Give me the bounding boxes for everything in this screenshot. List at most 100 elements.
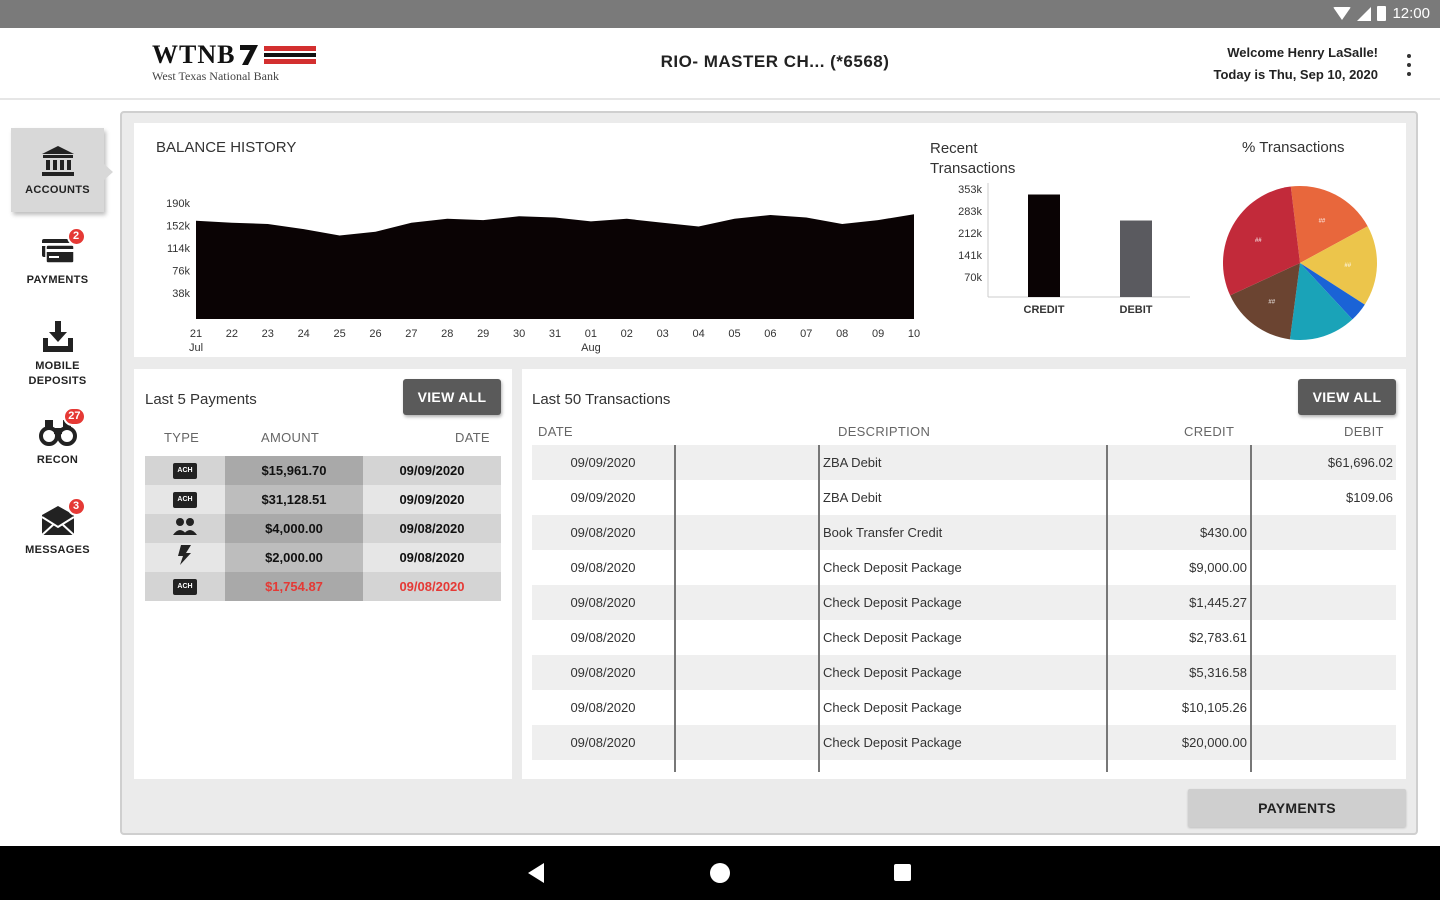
- table-row[interactable]: 09/08/2020 Check Deposit Package $9,000.…: [532, 550, 1396, 585]
- y-tick-label: 283k: [958, 206, 982, 218]
- y-tick-label: 114k: [167, 243, 191, 255]
- sidebar-item-accounts[interactable]: ACCOUNTS: [11, 128, 113, 212]
- account-selector[interactable]: RIO- MASTER CH... (*6568): [660, 52, 890, 71]
- welcome-block: Welcome Henry LaSalle! Today is Thu, Sep…: [1214, 42, 1379, 86]
- balance-history-title: BALANCE HISTORY: [156, 139, 297, 156]
- tx-date: 09/09/2020: [532, 480, 676, 515]
- table-row[interactable]: 09/08/2020 Book Transfer Credit $430.00: [532, 515, 1396, 550]
- x-tick-label: 09: [872, 328, 884, 340]
- bank-logo[interactable]: WTNB West Texas National Bank: [152, 42, 322, 88]
- battery-icon: [1377, 6, 1387, 21]
- table-row[interactable]: 09/08/2020 Check Deposit Package $5,316.…: [532, 655, 1396, 690]
- system-nav-bar: [0, 846, 1440, 900]
- transactions-view-all-button[interactable]: VIEW ALL: [1298, 379, 1396, 415]
- status-time: 12:00: [1392, 5, 1430, 22]
- table-row[interactable]: $4,000.00 09/08/2020: [145, 514, 501, 543]
- x-tick-label: 31: [549, 328, 561, 340]
- tx-description: Book Transfer Credit: [820, 515, 1108, 550]
- transactions-table: 09/09/2020 ZBA Debit $61,696.02 09/09/20…: [532, 445, 1396, 772]
- table-row[interactable]: ACH $1,754.87 09/08/2020: [145, 572, 501, 601]
- table-row[interactable]: 09/08/2020 Check Deposit Package $1,445.…: [532, 585, 1396, 620]
- status-icons: 12:00: [1333, 5, 1430, 22]
- col-header-description: DESCRIPTION: [838, 424, 931, 439]
- tx-credit: $9,000.00: [1108, 550, 1252, 585]
- x-tick-label: 27: [405, 328, 417, 340]
- tx-debit: [1252, 515, 1396, 550]
- signal-icon: [1357, 6, 1372, 21]
- transactions-card: Last 50 Transactions VIEW ALL DATE DESCR…: [522, 369, 1406, 779]
- back-icon[interactable]: [528, 863, 544, 883]
- recon-badge: 27: [63, 406, 86, 426]
- payment-date: 09/08/2020: [363, 514, 501, 543]
- table-row[interactable]: 09/08/2020 Check Deposit Package $10,105…: [532, 690, 1396, 725]
- sidebar-item-messages[interactable]: 3 MESSAGES: [11, 488, 104, 572]
- tx-credit: $5,316.58: [1108, 655, 1252, 690]
- tx-date: 09/08/2020: [532, 620, 676, 655]
- payments-button[interactable]: PAYMENTS: [1188, 789, 1406, 827]
- x-tick-label: 08: [836, 328, 848, 340]
- table-row[interactable]: ACH $15,961.70 09/09/2020: [145, 456, 501, 485]
- sidebar-item-mobile-deposits[interactable]: MOBILE DEPOSITS: [11, 308, 104, 400]
- percent-transactions-chart: ## ## ## ##: [1222, 185, 1377, 341]
- pie-slice: [1222, 186, 1300, 296]
- sidebar-nav: ACCOUNTS 2 PAYMENTS MOBILE DEPOSITS: [0, 100, 118, 846]
- main-panel: BALANCE HISTORY 190k 152k 114k 76k 38k 21 Jul 2…: [120, 111, 1418, 835]
- y-tick-label: 70k: [964, 272, 982, 284]
- tx-spacer: [676, 585, 820, 620]
- table-row[interactable]: $2,000.00 09/08/2020: [145, 543, 501, 572]
- sidebar-item-payments[interactable]: 2 PAYMENTS: [11, 218, 104, 302]
- category-label: CREDIT: [1024, 304, 1065, 316]
- tx-spacer: [676, 515, 820, 550]
- tx-debit: $109.06: [1346, 490, 1393, 505]
- pie-slice-label: ##: [1344, 263, 1351, 269]
- recents-icon[interactable]: [894, 864, 911, 881]
- logo-subtitle: West Texas National Bank: [152, 69, 279, 83]
- tx-debit: $61,696.02: [1327, 455, 1393, 470]
- x-tick-label: 02: [621, 328, 633, 340]
- table-row[interactable]: 09/09/2020 ZBA Debit $109.06: [532, 480, 1396, 515]
- bank-icon: [38, 143, 78, 179]
- balance-history-chart: 190k 152k 114k 76k 38k 21 Jul 22 23 24 25 26 27 28 29 3…: [166, 198, 920, 354]
- x-tick-label: 05: [728, 328, 740, 340]
- status-bar: 12:00: [0, 0, 1440, 28]
- messages-badge: 3: [66, 496, 86, 516]
- tx-credit: $430.00: [1108, 515, 1252, 550]
- x-tick-label: 10: [908, 328, 920, 340]
- tx-debit: [1252, 550, 1396, 585]
- category-label: DEBIT: [1120, 304, 1153, 316]
- payment-date: 09/09/2020: [363, 456, 501, 485]
- sidebar-item-label: ACCOUNTS: [25, 183, 90, 196]
- payment-amount: $2,000.00: [225, 543, 363, 572]
- payments-icon: 2: [38, 226, 86, 269]
- table-row[interactable]: 09/08/2020 Check Deposit Package $20,000…: [532, 725, 1396, 760]
- table-row[interactable]: ACH $31,128.51 09/09/2020: [145, 485, 501, 514]
- home-icon[interactable]: [710, 863, 730, 883]
- y-tick-label: 353k: [958, 184, 982, 196]
- percent-transactions-title: % Transactions: [1242, 139, 1345, 156]
- payment-date: 09/08/2020: [363, 543, 501, 572]
- tx-debit: [1252, 585, 1396, 620]
- table-row[interactable]: 09/09/2020 ZBA Debit $61,696.02: [532, 445, 1396, 480]
- table-row[interactable]: 09/08/2020 Check Deposit Package $2,783.…: [532, 620, 1396, 655]
- tx-description: Check Deposit Package: [820, 690, 1108, 725]
- y-tick-label: 38k: [172, 288, 190, 300]
- x-tick-label: 07: [800, 328, 812, 340]
- pie-slice: [1230, 263, 1300, 340]
- sidebar-item-label: MESSAGES: [25, 543, 90, 556]
- tx-spacer: [676, 655, 820, 690]
- pie-slice: [1290, 185, 1368, 263]
- sidebar-item-recon[interactable]: 27 RECON: [11, 398, 104, 482]
- tx-credit: $20,000.00: [1108, 725, 1252, 760]
- tx-debit: [1252, 620, 1396, 655]
- tx-spacer: [676, 690, 820, 725]
- tx-credit: [1108, 445, 1252, 480]
- tx-date: 09/08/2020: [532, 655, 676, 690]
- payment-amount: $31,128.51: [225, 485, 363, 514]
- payment-amount: $1,754.87: [225, 572, 363, 601]
- tx-spacer: [676, 445, 820, 480]
- tx-credit: [1108, 480, 1252, 515]
- x-tick-label: 06: [764, 328, 776, 340]
- payments-view-all-button[interactable]: VIEW ALL: [403, 379, 501, 415]
- ach-icon: ACH: [173, 578, 197, 595]
- more-vertical-icon[interactable]: [1406, 54, 1412, 76]
